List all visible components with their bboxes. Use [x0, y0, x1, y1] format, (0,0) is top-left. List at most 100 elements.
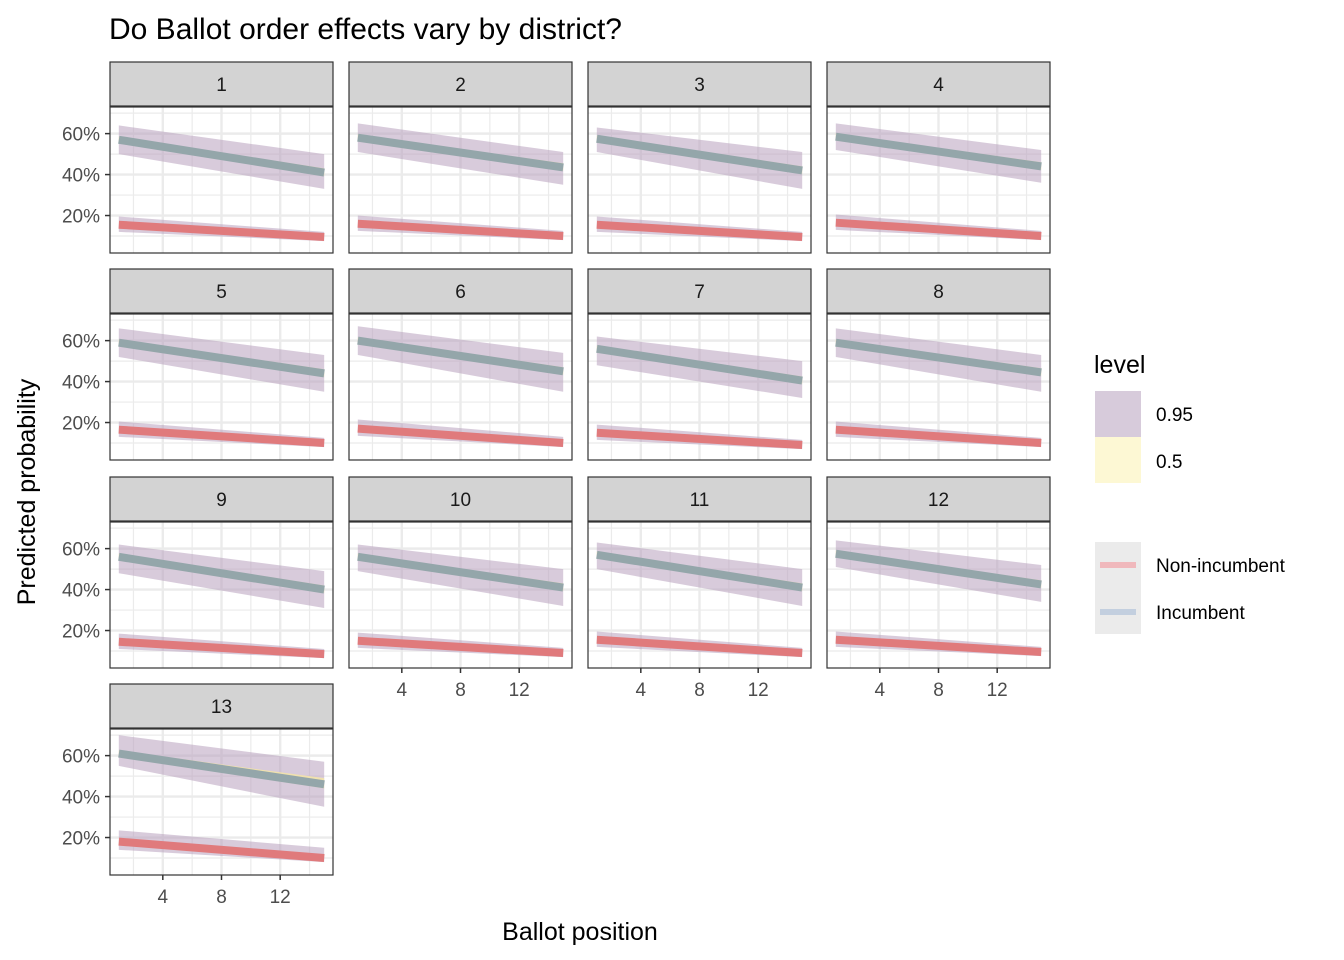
facet-panels: 1 20% 40% 60% 2 3 4 5 20% 40% 60% 6 7 8 9 20% 40% 60% 10 4 8… [62, 61, 1051, 908]
facet-strip [109, 476, 334, 522]
facet-panel-3: 3 [587, 61, 812, 254]
panel-border [109, 106, 334, 254]
legend-key-0.95 [1095, 391, 1141, 437]
facet-strip [348, 476, 573, 522]
x-tick-label: 4 [397, 680, 408, 701]
panel-border [826, 313, 1051, 461]
facet-strip [348, 61, 573, 107]
facet-panel-8: 8 [826, 268, 1051, 461]
nonincumbent-line [118, 425, 325, 447]
facet-strip-label: 11 [690, 490, 710, 511]
nonincumbent-line [118, 220, 325, 242]
x-tick-label: 12 [509, 680, 530, 701]
x-axis-title: Ballot position [502, 918, 658, 946]
panel-border [826, 106, 1051, 254]
facet-strip-label: 2 [455, 75, 466, 96]
facet-strip-label: 12 [928, 490, 949, 511]
legend-label-0.5: 0.5 [1156, 452, 1182, 473]
nonincumbent-line [835, 635, 1042, 657]
facet-strip-label: 8 [933, 282, 944, 303]
incumbent-line [118, 552, 325, 594]
y-tick-label: 60% [62, 540, 100, 561]
facet-strip-label: 10 [450, 490, 471, 511]
x-tick-label: 12 [748, 680, 769, 701]
incumbent-line [596, 134, 803, 175]
nonincumbent-line [357, 424, 564, 447]
facet-strip-label: 5 [216, 282, 227, 303]
facet-strip-label: 1 [216, 75, 227, 96]
nonincumbent-line [596, 220, 803, 242]
y-axis-title: Predicted probability [13, 378, 41, 605]
y-tick-label: 20% [62, 207, 100, 228]
facet-strip [826, 61, 1051, 107]
incumbent-line [357, 552, 564, 592]
x-tick-label: 8 [455, 680, 466, 701]
facet-strip [348, 268, 573, 314]
x-tick-label: 8 [694, 680, 705, 701]
legend-label-0.95: 0.95 [1156, 405, 1193, 426]
nonincumbent-line [118, 637, 325, 659]
facet-strip [587, 61, 812, 107]
nonincumbent-line [596, 635, 803, 658]
facet-strip [826, 476, 1051, 522]
incumbent-line [835, 132, 1042, 171]
legend: level 0.95 0.5 Non-incumbent Incumbent [1094, 351, 1286, 634]
facet-strip [109, 61, 334, 107]
facet-panel-6: 6 [348, 268, 573, 461]
facet-strip [109, 268, 334, 314]
x-tick-label: 12 [270, 887, 291, 908]
facet-panel-7: 7 [587, 268, 812, 461]
panel-border [109, 521, 334, 669]
incumbent-line [596, 550, 803, 592]
x-tick-label: 4 [158, 887, 169, 908]
chart-title: Do Ballot order effects vary by district… [109, 13, 622, 46]
panel-border [348, 313, 573, 461]
y-tick-label: 20% [62, 414, 100, 435]
nonincumbent-line [357, 636, 564, 658]
x-tick-label: 12 [987, 680, 1008, 701]
legend-key-0.5 [1095, 437, 1141, 483]
facet-strip-label: 6 [455, 282, 466, 303]
nonincumbent-line [835, 425, 1042, 447]
facet-panel-11: 11 4 8 12 [587, 476, 812, 701]
facet-strip-label: 9 [216, 490, 227, 511]
y-tick-label: 60% [62, 125, 100, 146]
y-tick-label: 60% [62, 747, 100, 768]
panel-border [109, 313, 334, 461]
facet-strip-label: 7 [694, 282, 705, 303]
panel-border [587, 106, 812, 254]
facet-strip-label: 13 [211, 697, 232, 718]
facet-strip [826, 268, 1051, 314]
incumbent-line [357, 133, 564, 172]
facet-panel-13: 13 20% 40% 60% 4 8 12 [62, 683, 334, 908]
facet-panel-12: 12 4 8 12 [826, 476, 1051, 701]
y-tick-label: 40% [62, 581, 100, 602]
facet-strip [587, 268, 812, 314]
legend-label-incumbent: Incumbent [1156, 603, 1245, 624]
nonincumbent-line [596, 428, 803, 450]
y-tick-label: 40% [62, 166, 100, 187]
panel-border [348, 106, 573, 254]
facet-panel-2: 2 [348, 61, 573, 254]
incumbent-line [835, 338, 1042, 377]
facet-panel-4: 4 [826, 61, 1051, 254]
nonincumbent-line [118, 837, 325, 862]
nonincumbent-line [357, 219, 564, 240]
nonincumbent-line [835, 218, 1042, 240]
facet-panel-10: 10 4 8 12 [348, 476, 573, 701]
facet-strip [109, 683, 334, 729]
legend-color-keys-background [1095, 542, 1141, 634]
y-tick-label: 40% [62, 788, 100, 809]
x-tick-label: 4 [636, 680, 647, 701]
legend-title-level: level [1094, 351, 1145, 379]
facet-strip-label: 3 [694, 75, 705, 96]
panel-border [587, 313, 812, 461]
incumbent-line [835, 549, 1042, 589]
x-tick-label: 4 [875, 680, 886, 701]
x-tick-label: 8 [933, 680, 944, 701]
facet-panel-5: 5 20% 40% 60% [62, 268, 334, 461]
facet-panel-1: 1 20% 40% 60% [62, 61, 334, 254]
y-tick-label: 40% [62, 373, 100, 394]
incumbent-line [118, 338, 325, 378]
